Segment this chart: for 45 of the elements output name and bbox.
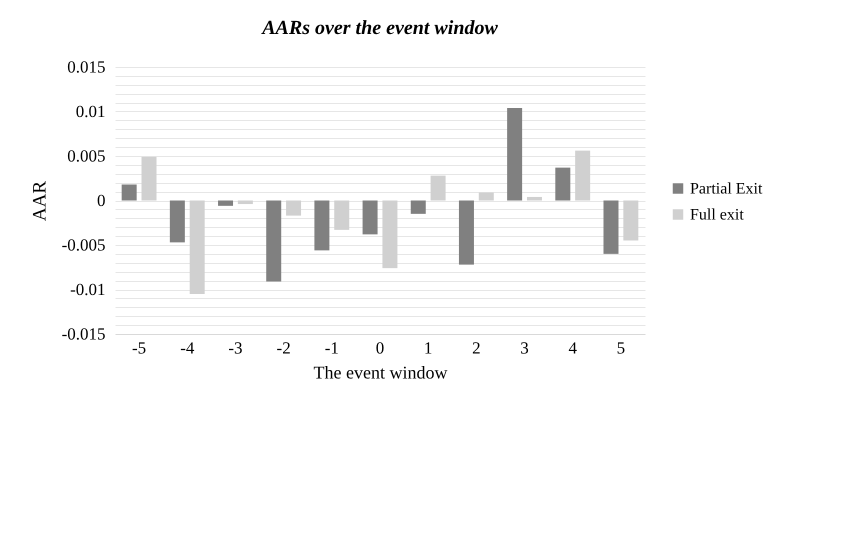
y-tick-label: -0.015 [62,324,106,344]
bar [410,200,426,214]
bar [122,184,137,200]
bar [458,200,474,265]
bar [362,200,378,234]
bar [478,192,494,200]
legend-label: Full exit [690,206,744,224]
bar [190,200,205,294]
bar [603,200,618,254]
x-tick-label: 3 [520,338,529,358]
bar [382,200,398,268]
y-tick-label: -0.01 [70,280,106,299]
y-tick-label: 0.01 [76,102,106,121]
x-tick-label: -4 [180,338,195,358]
x-tick-label: -5 [132,338,146,358]
bar [507,108,522,200]
bar [334,200,350,230]
bar [623,200,638,241]
bar [142,156,157,200]
x-tick-label: -3 [228,338,243,358]
bar [238,200,253,204]
x-tick-label: 4 [568,338,578,358]
x-tick-label: -1 [324,338,339,358]
y-tick-label: 0.005 [67,146,106,166]
bar [286,200,302,216]
y-tick-label: 0 [97,191,106,210]
x-tick-label: -2 [276,338,291,358]
y-tick-label: 0.015 [67,58,106,76]
legend-label: Partial Exit [690,180,763,198]
bar [170,200,185,242]
y-tick-label: -0.005 [62,236,106,254]
y-axis-title: AAR [30,180,51,222]
x-tick-label: 1 [424,338,432,358]
bar [526,196,542,200]
bar [218,200,234,206]
bar [555,168,570,200]
bar [575,150,590,200]
x-tick-label: 5 [616,338,626,358]
chart-title: AARs over the event window [260,17,498,39]
bar [266,200,282,282]
bar [314,200,330,250]
x-tick-label: 2 [472,338,481,358]
x-axis-title: The event window [314,362,448,382]
bar [430,176,446,200]
x-tick-label: 0 [376,338,384,358]
